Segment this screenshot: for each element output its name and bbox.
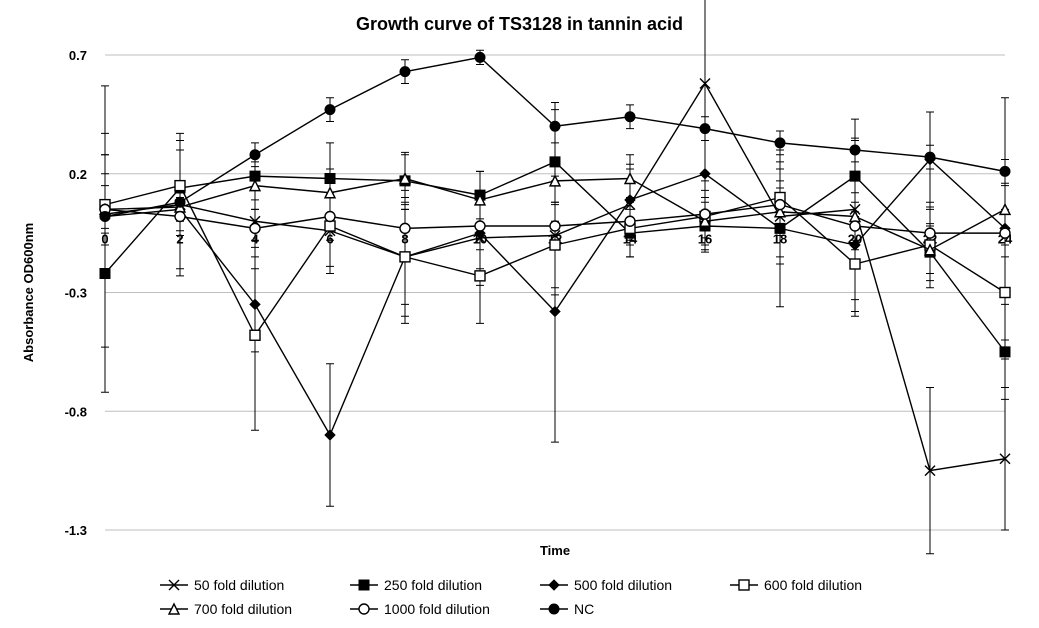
y-tick-label: 0.7 [69,48,87,63]
growth-curve-chart: Growth curve of TS3128 in tannin acid -1.… [0,0,1039,628]
y-axis-title: Absorbance OD600nm [21,223,36,362]
y-tick-label: 0.2 [69,167,87,182]
legend-label: NC [574,601,594,617]
x-axis-title: Time [540,543,570,558]
legend-label: 500 fold dilution [574,577,672,593]
y-tick-label: -0.3 [65,286,87,301]
legend-label: 50 fold dilution [194,577,284,593]
legend-label: 700 fold dilution [194,601,292,617]
legend-label: 1000 fold dilution [384,601,490,617]
chart-title: Growth curve of TS3128 in tannin acid [356,14,683,34]
legend-label: 600 fold dilution [764,577,862,593]
legend-label: 250 fold dilution [384,577,482,593]
y-tick-label: -0.8 [65,404,87,419]
y-tick-label: -1.3 [65,523,87,538]
